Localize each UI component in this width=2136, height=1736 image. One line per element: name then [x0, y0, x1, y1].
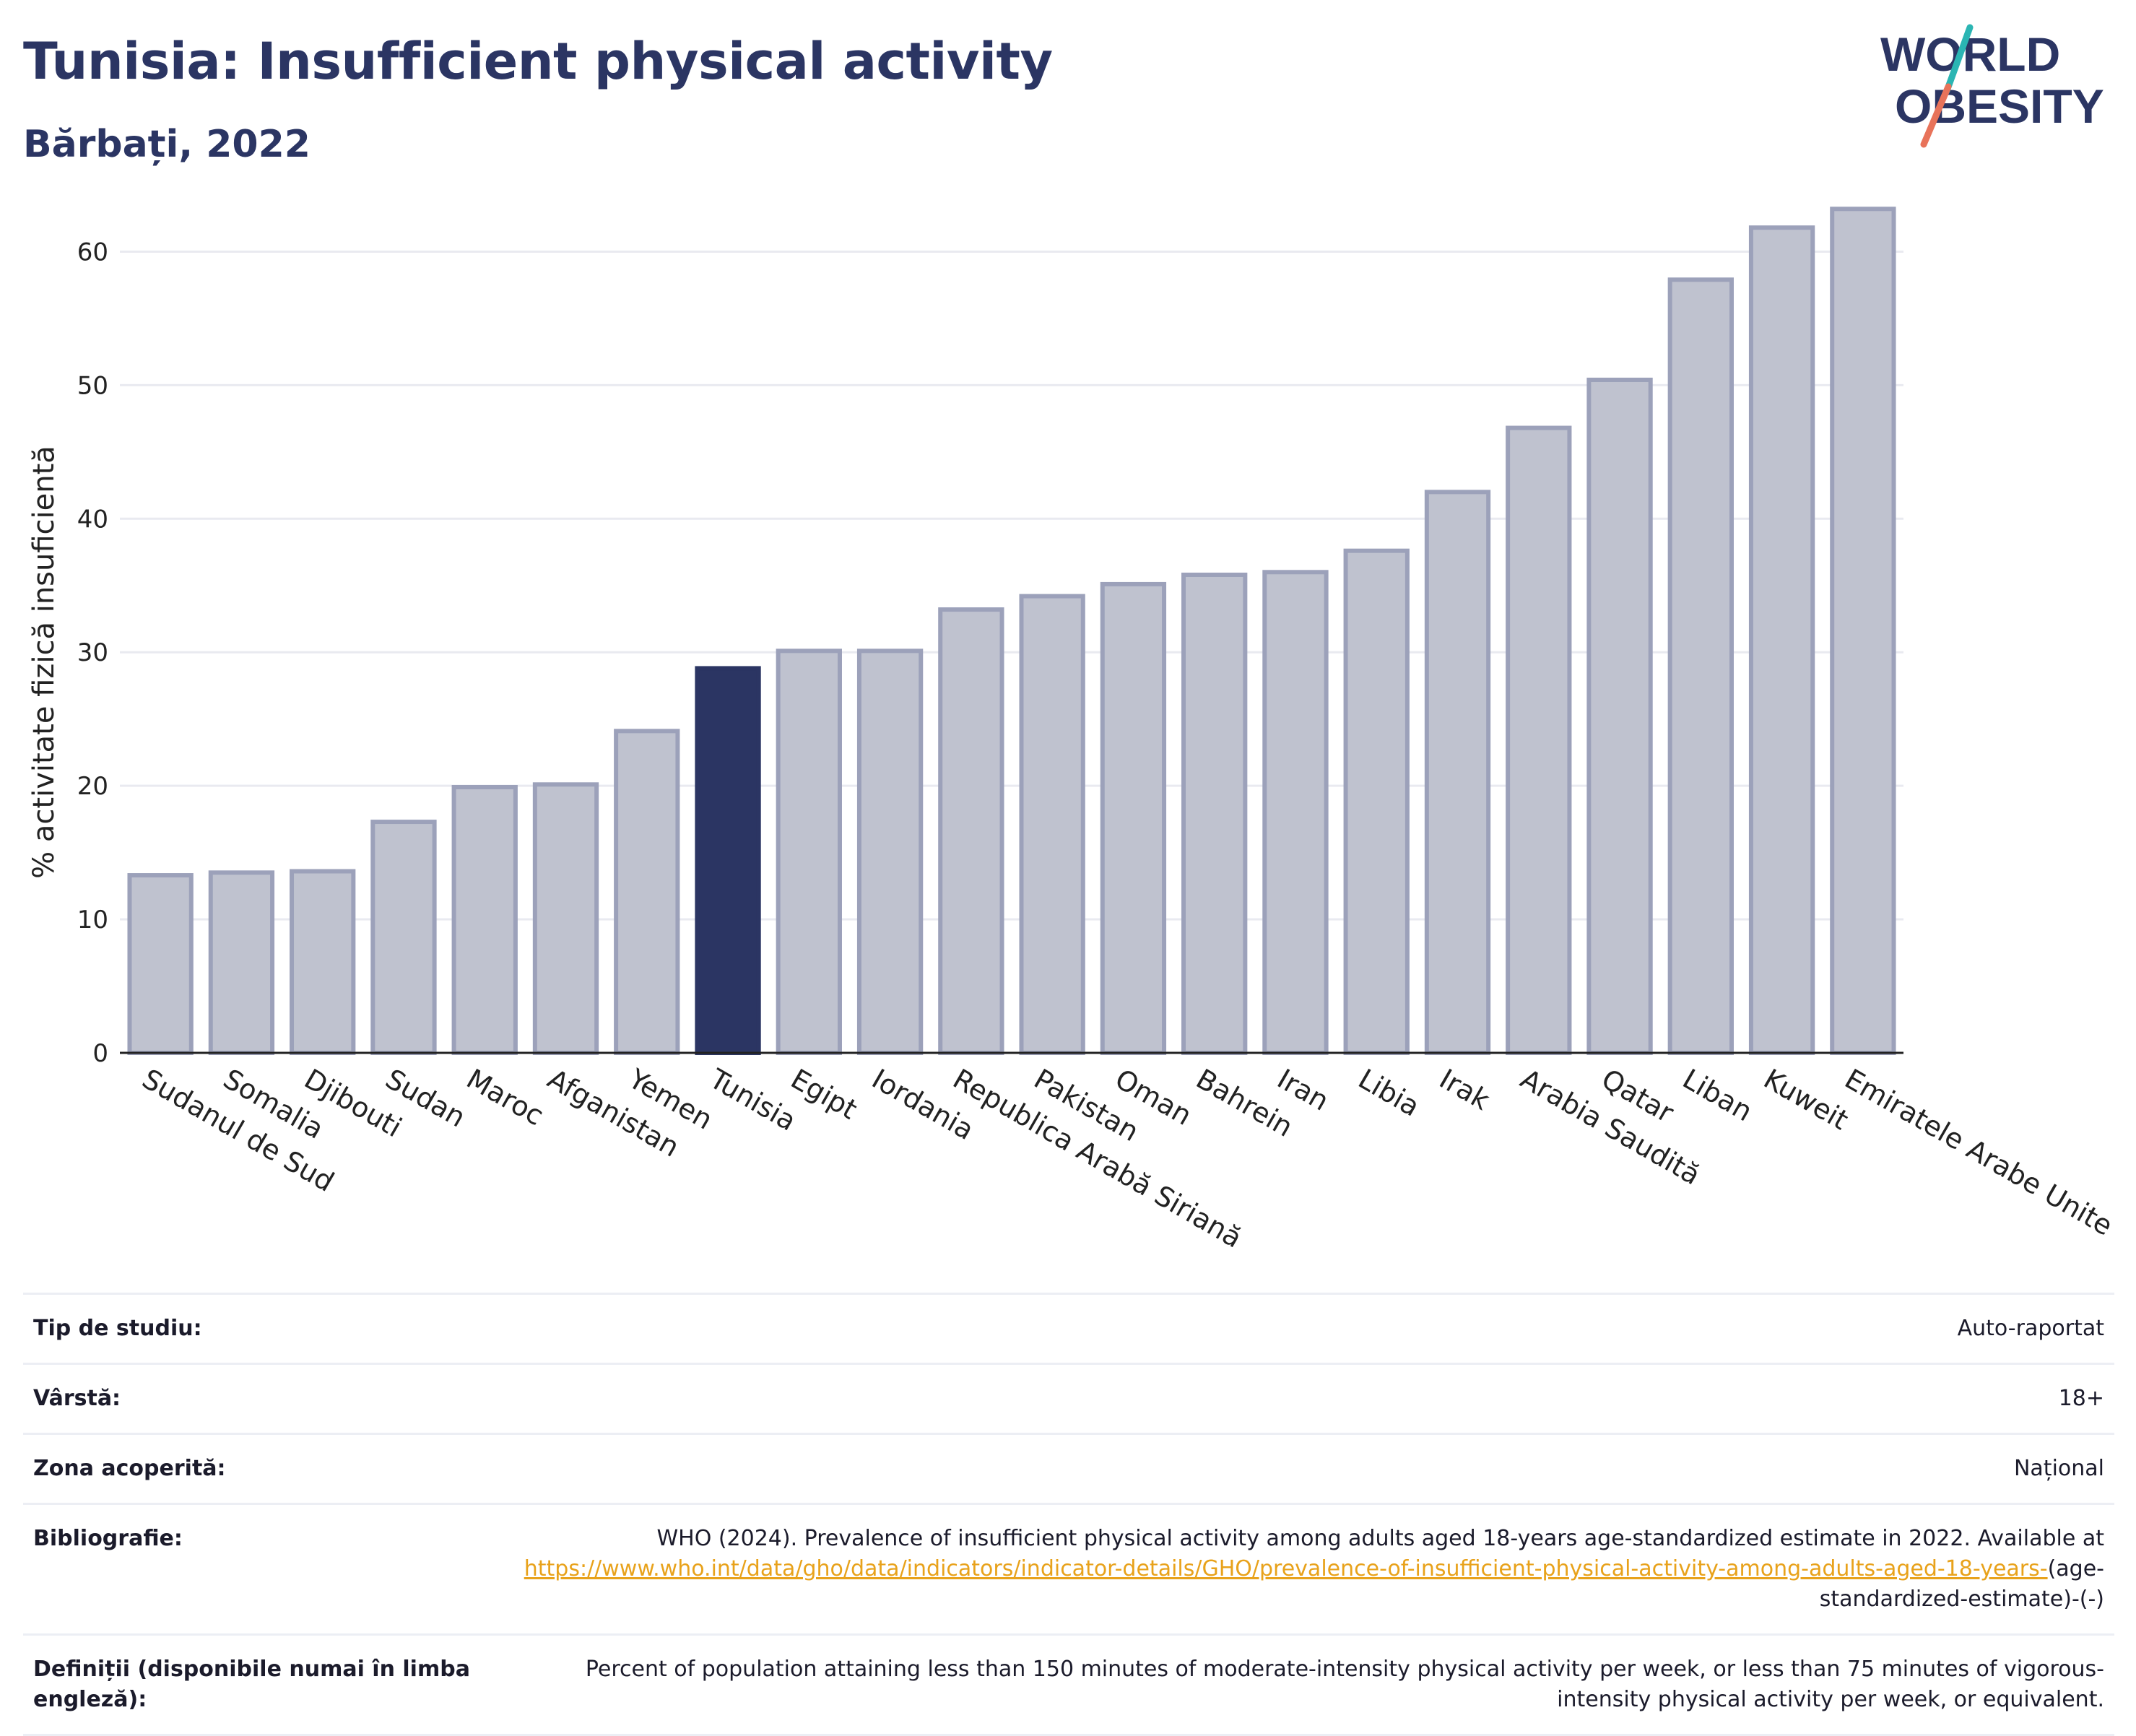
y-axis-ticks: 0 10 20 30 40 50 60 [77, 238, 108, 1068]
x-tick-label: Libia [1353, 1063, 1425, 1123]
world-obesity-logo: WORLD OBESITY [1880, 24, 2104, 148]
bar [856, 648, 924, 1055]
bar [290, 869, 356, 1056]
meta-label: Tip de studiu: [33, 1316, 202, 1341]
meta-value: Auto-raportat [1957, 1316, 2104, 1341]
page-subtitle: Bărbați, 2022 [23, 123, 311, 166]
bar [208, 870, 275, 1056]
bar [938, 607, 1004, 1055]
meta-value: 18+ [2058, 1386, 2104, 1411]
meta-row-age: Vârstă: 18+ [23, 1363, 2114, 1434]
meta-value: WHO (2024). Prevalence of insufficient p… [491, 1504, 2114, 1635]
bar [1586, 377, 1653, 1055]
x-axis-labels: Sudanul de SudSomaliaDjiboutiSudanMarocA… [137, 1062, 2118, 1254]
meta-value: Percent of population attaining less tha… [585, 1657, 2104, 1712]
bar [1100, 581, 1167, 1055]
bar [1506, 425, 1572, 1055]
meta-value: Național [2013, 1456, 2104, 1481]
x-tick-label: Liban [1677, 1063, 1758, 1128]
bar [1830, 207, 1896, 1056]
logo-slash-bottom [1920, 83, 1952, 148]
y-tick-label: 20 [77, 772, 108, 801]
x-tick-label: Tunisia [704, 1062, 802, 1137]
x-tick-label: Maroc [461, 1063, 550, 1132]
meta-row-definitions: Definiții (disponibile numai în limba en… [23, 1634, 2114, 1735]
bar [1343, 548, 1410, 1055]
bibliography-text: WHO (2024). Prevalence of insufficient p… [656, 1526, 2104, 1551]
bars [127, 207, 1896, 1056]
y-tick-label: 30 [77, 638, 108, 667]
bar [776, 648, 842, 1055]
bar [532, 782, 599, 1055]
bar-chart: 0 10 20 30 40 50 60 Sudanul de SudSomaliaDjibo… [27, 207, 2118, 1254]
meta-row-study-type: Tip de studiu: Auto-raportat [23, 1293, 2114, 1364]
metadata-table: Tip de studiu: Auto-raportat Vârstă: 18+… [23, 1293, 2114, 1736]
bar [127, 873, 194, 1056]
y-tick-label: 10 [77, 906, 108, 934]
bar [1748, 225, 1815, 1055]
bar [1424, 490, 1491, 1055]
bar [451, 785, 518, 1055]
meta-row-bibliography: Bibliografie: WHO (2024). Prevalence of … [23, 1503, 2114, 1635]
x-tick-label: Kuweit [1758, 1063, 1854, 1137]
meta-label: Bibliografie: [33, 1526, 183, 1551]
bar [1667, 277, 1734, 1055]
meta-label: Definiții (disponibile numai în limba en… [33, 1657, 470, 1712]
bar [1019, 594, 1085, 1055]
y-axis-title: % activitate fizică insuficientă [27, 446, 61, 879]
logo-slash-top [1943, 24, 1974, 95]
x-tick-label: Irak [1434, 1063, 1495, 1116]
bar [614, 729, 680, 1055]
meta-row-coverage: Zona acoperită: Național [23, 1433, 2114, 1504]
logo-line1: WORLD [1880, 27, 2060, 81]
bar [1181, 572, 1248, 1055]
x-tick-label: Emiratele Arabe Unite [1839, 1063, 2118, 1242]
bibliography-link[interactable]: https://www.who.int/data/gho/data/indica… [524, 1556, 2048, 1581]
y-tick-label: 50 [77, 371, 108, 400]
y-tick-label: 40 [77, 505, 108, 534]
bibliography-suffix: (age-standardized-estimate)-(-) [1819, 1556, 2104, 1612]
bar [370, 820, 437, 1056]
page-title: Tunisia: Insufficient physical activity [23, 32, 1053, 91]
meta-label: Zona acoperită: [33, 1456, 226, 1481]
y-tick-label: 60 [77, 238, 108, 266]
bar-highlight [695, 666, 761, 1055]
bar [1262, 570, 1329, 1055]
meta-label: Vârstă: [33, 1386, 121, 1411]
y-tick-label: 0 [92, 1039, 108, 1068]
